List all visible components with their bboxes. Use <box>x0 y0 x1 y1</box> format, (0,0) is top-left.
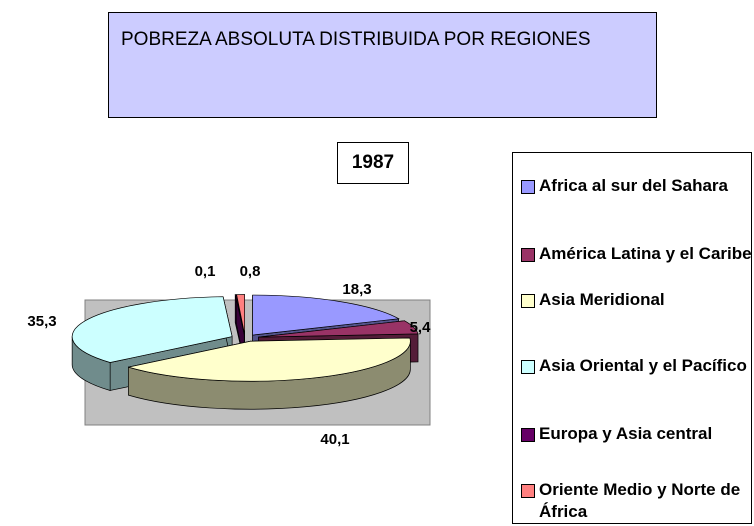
legend-item: Asia Oriental y el Pacífico <box>521 355 754 377</box>
slice-top <box>252 294 400 336</box>
chart-title: POBREZA ABSOLUTA DISTRIBUIDA POR REGIONE… <box>108 12 657 118</box>
legend-item: Oriente Medio y Norte de África <box>521 479 754 523</box>
chart-subtitle: 1987 <box>337 142 409 184</box>
legend-swatch <box>521 360 535 374</box>
legend-label: Asia Oriental y el Pacífico <box>539 356 747 375</box>
legend-swatch <box>521 484 535 498</box>
data-label: 0,8 <box>240 263 261 280</box>
legend-swatch <box>521 428 535 442</box>
slice-top <box>128 337 411 382</box>
legend: Africa al sur del Sahara América Latina y… <box>512 152 752 524</box>
data-label: 0,1 <box>195 263 216 280</box>
legend-label: Africa al sur del Sahara <box>539 176 728 195</box>
legend-swatch <box>521 248 535 262</box>
legend-item: Europa y Asia central <box>521 423 754 445</box>
data-label: 5,4 <box>410 319 432 336</box>
slice-top <box>71 296 233 363</box>
legend-swatch <box>521 294 535 308</box>
data-label: 40,1 <box>320 431 349 448</box>
legend-label: América Latina y el Caribe <box>539 244 752 263</box>
data-label: 18,3 <box>342 281 371 298</box>
legend-item: América Latina y el Caribe <box>521 243 754 265</box>
data-label: 35,3 <box>27 313 56 330</box>
legend-label: Europa y Asia central <box>539 424 713 443</box>
legend-item: Asia Meridional <box>521 289 754 311</box>
slice <box>128 337 411 410</box>
slice-top <box>234 294 245 335</box>
slice-top <box>258 320 419 338</box>
legend-label: Asia Meridional <box>539 290 665 309</box>
slice-top <box>236 294 245 335</box>
legend-label: Oriente Medio y Norte de África <box>539 480 741 521</box>
legend-item: Africa al sur del Sahara <box>521 175 754 197</box>
legend-swatch <box>521 180 535 194</box>
